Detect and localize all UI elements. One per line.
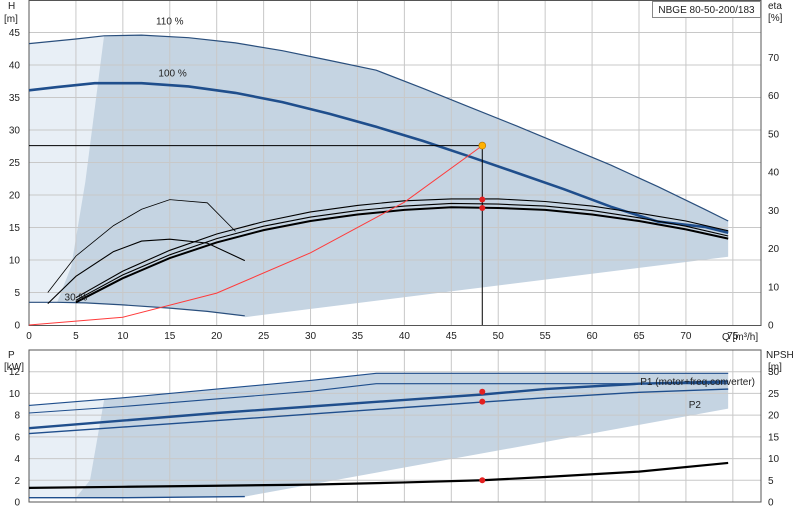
- legend-p1: P1 (motor+freq.converter): [640, 377, 755, 388]
- y-left-tick-label: 5: [14, 288, 20, 299]
- x-tick-label: 25: [258, 331, 270, 342]
- head-panel: 110 % 100 % 30 % NBGE 80-50-200/183 0 5 10 15 20…: [9, 0, 780, 342]
- efficiency-point-marker: [479, 196, 486, 203]
- y-left-tick-label: 45: [9, 28, 21, 39]
- y-left-label-head: H: [8, 1, 15, 12]
- npsh-curve: [28, 461, 729, 489]
- y-right-tick-label: 0: [768, 498, 774, 509]
- y-right-tick-label: 0: [768, 321, 774, 332]
- y-left-tick-label: 40: [9, 61, 21, 72]
- y-right-tick-label: 60: [768, 91, 780, 102]
- x-tick-label: 70: [680, 331, 692, 342]
- y-right-tick-label: 25: [768, 389, 780, 400]
- y-right-tick-label: 10: [768, 282, 780, 293]
- x-tick-label: 5: [73, 331, 79, 342]
- speed-label: 110 %: [156, 17, 184, 28]
- efficiency-curve: [75, 202, 729, 301]
- x-tick-label: 55: [540, 331, 552, 342]
- low-flow-region: [29, 35, 105, 303]
- y-left-tick-label: 20: [9, 191, 21, 202]
- plot-frame-top: [28, 0, 762, 326]
- duty-point-marker: [478, 141, 487, 150]
- y-left-unit-head: [m]: [4, 14, 18, 25]
- y-left-tick-label: 10: [9, 389, 21, 400]
- x-tick-label: 50: [493, 331, 505, 342]
- y-right-tick-label: 20: [768, 244, 780, 255]
- x-axis-label: Q [m³/h]: [722, 332, 758, 343]
- y-right-tick-label: 20: [768, 411, 780, 422]
- x-tick-label: 10: [117, 331, 129, 342]
- chart-title: NBGE 80-50-200/183: [658, 5, 755, 16]
- operating-envelope: [29, 35, 729, 318]
- x-tick-label: 15: [164, 331, 176, 342]
- y-left-unit-power: [kW]: [4, 362, 24, 373]
- y-right-tick-label: 15: [768, 432, 780, 443]
- y-right-label-eta: eta: [768, 1, 782, 12]
- y-right-tick-label: 30: [768, 367, 780, 378]
- head-curve-110: [28, 34, 729, 222]
- legend-p2: P2: [689, 400, 702, 411]
- y-left-tick-label: 15: [9, 223, 21, 234]
- y-left-tick-label: 25: [9, 158, 21, 169]
- power-curve-p1-100: [28, 383, 729, 414]
- x-tick-label: 75: [727, 331, 739, 342]
- y-left-tick-label: 6: [14, 432, 20, 443]
- y-right-tick-label: 70: [768, 53, 780, 64]
- y-right-tick-label: 10: [768, 454, 780, 465]
- power-curve-p2: [28, 388, 729, 435]
- x-tick-label: 65: [633, 331, 645, 342]
- y-left-tick-label: 2: [14, 476, 20, 487]
- efficiency-curve-low-speed: [47, 238, 246, 304]
- y-left-tick-label: 4: [14, 454, 20, 465]
- power-curve-p1: [28, 380, 729, 430]
- x-tick-label: 40: [399, 331, 411, 342]
- y-right-tick-label: 50: [768, 129, 780, 140]
- power-curve-p1-110: [28, 372, 729, 406]
- plot-frame-bottom: [28, 349, 762, 503]
- power-point-marker: [479, 388, 486, 395]
- x-tick-label: 30: [305, 331, 317, 342]
- y-right-tick-label: 5: [768, 476, 774, 487]
- power-panel: P1 (motor+freq.converter)P20246810120510…: [9, 349, 780, 509]
- power-curve-30: [29, 495, 245, 499]
- y-right-tick-label: 30: [768, 206, 780, 217]
- efficiency-point-marker: [479, 205, 486, 211]
- x-tick-label: 20: [211, 331, 223, 342]
- speed-label: 30 %: [65, 292, 88, 303]
- efficiency-curve-low-speed: [47, 199, 236, 293]
- chart-labels: H [m] eta [%] Q [m³/h] P [kW] NPSH [m]: [4, 1, 794, 373]
- efficiency-curve: [75, 206, 729, 304]
- efficiency-curve: [75, 198, 729, 299]
- y-left-tick-label: 0: [14, 498, 20, 509]
- y-left-tick-label: 8: [14, 411, 20, 422]
- y-left-tick-label: 10: [9, 256, 21, 267]
- title-box: [652, 1, 761, 18]
- y-left-label-power: P: [8, 350, 15, 361]
- y-left-tick-label: 35: [9, 93, 21, 104]
- y-right-tick-label: 40: [768, 168, 780, 179]
- y-right-unit-npsh: [m]: [768, 362, 782, 373]
- x-tick-label: 0: [26, 331, 32, 342]
- y-right-label-npsh: NPSH: [766, 350, 794, 361]
- y-left-tick-label: 12: [9, 367, 21, 378]
- y-left-tick-label: 30: [9, 126, 21, 137]
- y-left-tick-label: 0: [14, 321, 20, 332]
- power-envelope: [29, 373, 729, 498]
- head-curve-30: [29, 301, 245, 317]
- y-right-unit-eta: [%]: [768, 13, 783, 24]
- power-point-marker: [479, 398, 486, 405]
- x-tick-label: 45: [446, 331, 458, 342]
- x-tick-label: 35: [352, 331, 364, 342]
- system-curve: [28, 145, 483, 326]
- power-point-marker: [479, 477, 486, 484]
- speed-label: 100 %: [158, 69, 186, 80]
- x-tick-label: 60: [587, 331, 599, 342]
